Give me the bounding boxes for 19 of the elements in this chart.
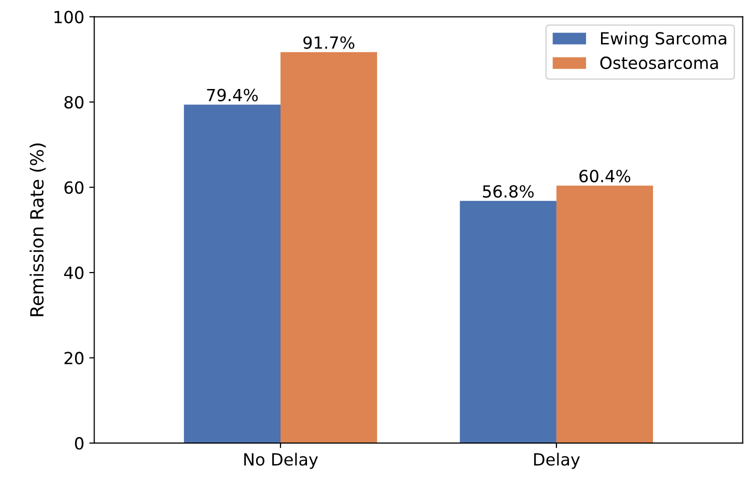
- y-tick-label: 0: [75, 437, 84, 450]
- x-tick-label: Delay: [534, 452, 580, 469]
- data-label: 91.7%: [303, 36, 354, 49]
- data-label: 60.4%: [579, 170, 630, 182]
- data-label: 79.4%: [207, 88, 258, 102]
- bar: [556, 186, 654, 444]
- legend-label: Osteosarcoma: [600, 56, 718, 70]
- bar: [184, 104, 281, 444]
- x-tick-label: No Delay: [244, 452, 318, 469]
- y-axis-title: Remission Rate (%): [30, 144, 46, 316]
- bar: [280, 52, 378, 444]
- y-tick-label: 20: [64, 352, 84, 364]
- y-tick-label: 40: [64, 266, 84, 280]
- y-tick-label: 60: [64, 181, 84, 194]
- bar: [460, 200, 556, 444]
- legend-label: Ewing Sarcoma: [601, 32, 726, 48]
- y-tick-label: 80: [64, 96, 84, 109]
- y-tick-label: 100: [54, 10, 84, 24]
- data-label: 56.8%: [482, 185, 534, 198]
